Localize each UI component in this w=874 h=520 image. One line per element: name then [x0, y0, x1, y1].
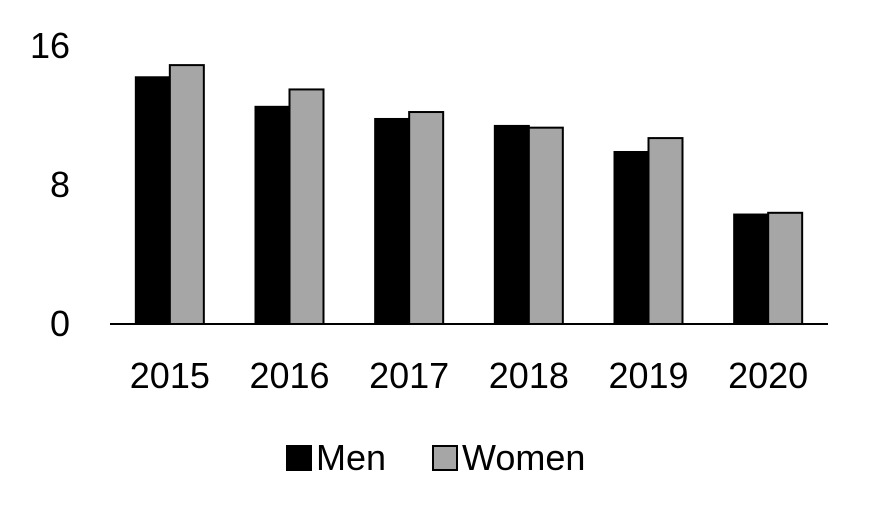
- bar-men-2017: [374, 117, 411, 325]
- bar-women-2016: [288, 88, 325, 325]
- x-tick-label: 2015: [130, 355, 210, 396]
- x-tick-label: 2018: [489, 355, 569, 396]
- x-axis-labels: 2015 2016 2017 2018 2019 2020: [130, 355, 808, 396]
- bar-men-2020: [733, 213, 770, 326]
- bar-women-2018: [527, 126, 564, 325]
- bar-women-2017: [408, 111, 445, 326]
- y-tick-label: 16: [30, 25, 70, 66]
- bar-women-2020: [767, 211, 804, 325]
- bar-men-2016: [254, 105, 291, 325]
- y-axis-ticks: 0 8 16: [30, 25, 70, 344]
- x-tick-label: 2019: [608, 355, 688, 396]
- bar-women-2015: [168, 64, 205, 326]
- x-tick-label: 2020: [728, 355, 808, 396]
- bar-women-2019: [647, 137, 684, 325]
- legend-swatch-men: [286, 445, 312, 471]
- bar-men-2018: [493, 124, 530, 325]
- bar-men-2015: [134, 76, 171, 326]
- legend: Men Women: [286, 437, 585, 478]
- bars-group: [134, 64, 804, 326]
- legend-label-men: Men: [316, 437, 386, 478]
- legend-swatch-women: [432, 445, 458, 471]
- bar-men-2019: [613, 150, 650, 325]
- y-tick-label: 0: [50, 303, 70, 344]
- y-tick-label: 8: [50, 164, 70, 205]
- legend-label-women: Women: [462, 437, 585, 478]
- x-tick-label: 2017: [369, 355, 449, 396]
- x-tick-label: 2016: [249, 355, 329, 396]
